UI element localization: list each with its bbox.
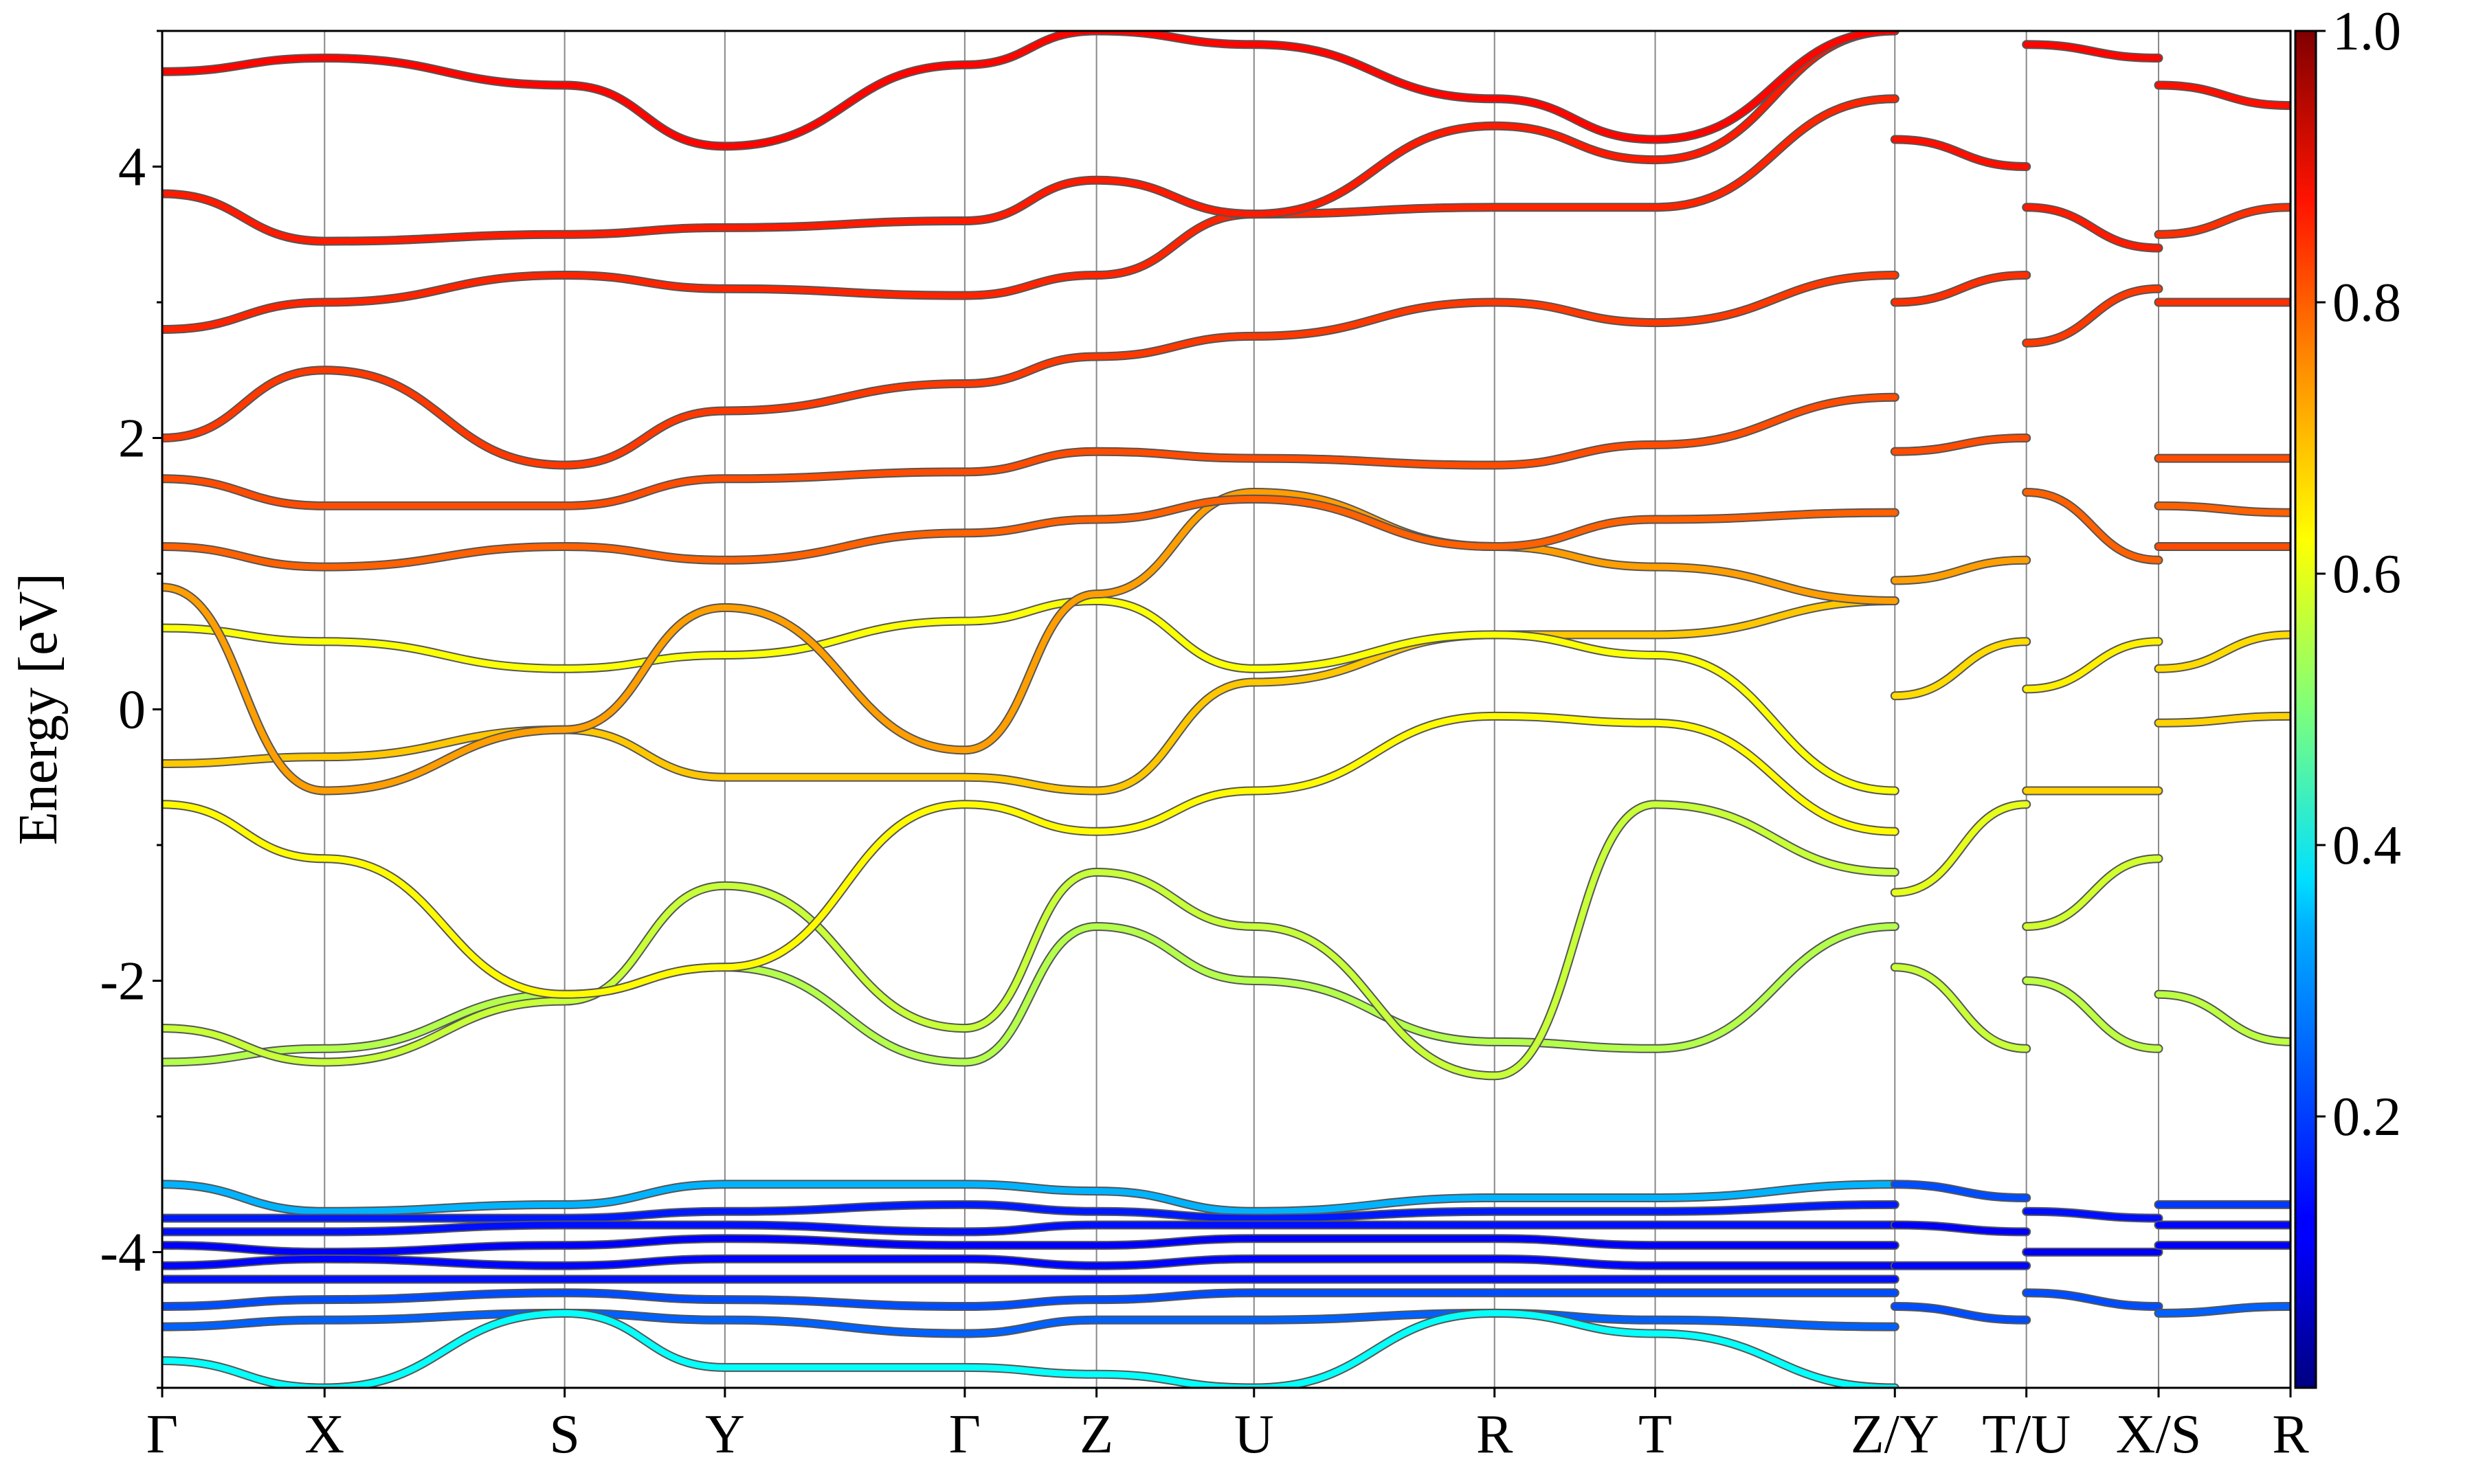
- band-line: [162, 1309, 1898, 1337]
- x-tick-label: X: [304, 1404, 344, 1465]
- band-line: [2155, 1303, 2291, 1316]
- y-tick-label: -4: [100, 1223, 146, 1283]
- colorbar-axis: 0.2 0.4 0.6 0.8 1.0: [2316, 1, 2401, 1147]
- x-tick-label: U: [1234, 1404, 1274, 1465]
- colorbar-tick-label: 0.8: [2332, 273, 2401, 333]
- band-line: [2023, 1208, 2162, 1222]
- x-tick-label: Y: [705, 1404, 745, 1465]
- colorbar-tick-label: 0.4: [2332, 816, 2401, 876]
- x-tick-label: R: [2272, 1404, 2309, 1465]
- band-line: [1891, 1181, 2030, 1201]
- band-line: [162, 95, 1898, 333]
- band-line: [2023, 1290, 2162, 1309]
- band-line: [1891, 1222, 2030, 1235]
- band-line: [1891, 435, 2030, 455]
- band-line: [1891, 136, 2030, 170]
- band-line: [162, 488, 1898, 794]
- band-line: [162, 1255, 1898, 1269]
- x-tick-label: Γ: [146, 1404, 178, 1465]
- band-line: [2023, 285, 2162, 346]
- band-line: [2155, 502, 2291, 516]
- band-line: [2023, 978, 2162, 1052]
- y-tick-label: 0: [118, 680, 146, 741]
- band-line: [162, 1222, 1898, 1235]
- x-tick-label: T/U: [1982, 1404, 2071, 1465]
- band-line-outline: [162, 596, 1899, 796]
- colorbar-tick-label: 0.6: [2332, 544, 2401, 605]
- band-line: [2023, 638, 2162, 693]
- band-line: [162, 1181, 1898, 1215]
- band-line: [2155, 631, 2291, 672]
- x-tick-label: Γ: [949, 1404, 981, 1465]
- band-line: [1891, 638, 2030, 699]
- band-line-outline: [162, 392, 1899, 510]
- y-tick-label: -2: [100, 952, 146, 1012]
- kpoint-vertical-lines: [324, 31, 2159, 1388]
- band-line: [162, 712, 1898, 998]
- band-line: [1891, 964, 2030, 1052]
- band-line: [1891, 1303, 2030, 1323]
- band-line: [2155, 991, 2291, 1045]
- band-line-outline: [162, 596, 1899, 796]
- band-line: [162, 1201, 1898, 1222]
- band-line: [2023, 204, 2162, 251]
- band-line: [162, 801, 1898, 1079]
- band-line: [1891, 272, 2030, 306]
- band-line: [162, 597, 1898, 794]
- colorbar-tick-label: 0.2: [2332, 1087, 2401, 1147]
- band-line: [162, 1235, 1898, 1256]
- band-line: [162, 272, 1898, 469]
- y-axis: -4 -2 0 2 4: [100, 30, 162, 1389]
- band-lines: [162, 31, 2291, 1388]
- band-line: [2023, 489, 2162, 563]
- band-line: [162, 394, 1898, 509]
- colorbar: [2294, 30, 2317, 1389]
- x-tick-label: Z: [1080, 1404, 1113, 1465]
- band-line: [1891, 556, 2030, 584]
- colorbar-tick-label: 1.0: [2332, 1, 2401, 62]
- x-tick-label: X/S: [2116, 1404, 2202, 1465]
- band-line: [162, 923, 1898, 1066]
- x-axis: Γ X S Y Γ Z U R T Z/Y T/U X/S R: [146, 1388, 2309, 1465]
- band-line: [162, 31, 1898, 245]
- band-line: [2023, 41, 2162, 61]
- band-line: [2155, 82, 2291, 109]
- y-tick-label: 4: [118, 137, 146, 198]
- band-line: [162, 1290, 1898, 1310]
- band-line: [162, 598, 1898, 794]
- band-line: [162, 31, 1898, 150]
- y-axis-label: Energy [eV]: [8, 573, 69, 845]
- band-line: [2155, 204, 2291, 238]
- band-line: [162, 1309, 1898, 1388]
- band-line: [162, 495, 1898, 570]
- band-line: [2155, 712, 2291, 726]
- x-tick-label: S: [549, 1404, 580, 1465]
- x-tick-label: R: [1476, 1404, 1513, 1465]
- x-tick-label: T: [1638, 1404, 1672, 1465]
- x-tick-label: Z/Y: [1851, 1404, 1939, 1465]
- band-line: [2023, 855, 2162, 930]
- y-tick-label: 2: [118, 409, 146, 469]
- band-line: [1891, 801, 2030, 896]
